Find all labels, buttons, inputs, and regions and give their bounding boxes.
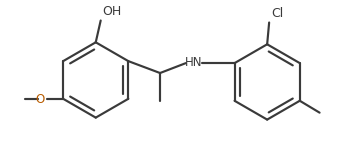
Text: HN: HN xyxy=(185,56,202,69)
Text: O: O xyxy=(35,93,44,106)
Text: Cl: Cl xyxy=(271,7,283,19)
Text: OH: OH xyxy=(103,5,122,17)
